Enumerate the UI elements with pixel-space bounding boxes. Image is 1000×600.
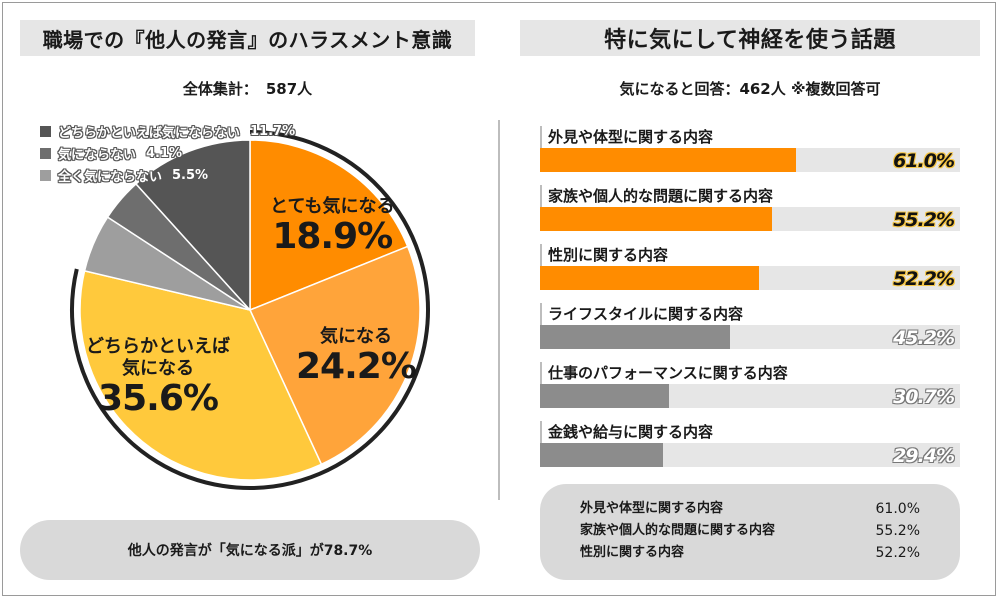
bar-track (540, 443, 960, 467)
summary-value: 61.0% (875, 501, 920, 517)
bar-label: ライフスタイルに関する内容 (540, 303, 749, 325)
pie-legend: どちらかといえば気にならない 11.7% 気にならない 4.1% 全く気にならな… (40, 120, 295, 186)
bar-track (540, 325, 960, 349)
summary-label: 外見や体型に関する内容 (580, 501, 724, 516)
legend-swatch (40, 147, 51, 159)
legend-value: 11.7% (250, 123, 296, 139)
bar-track (540, 266, 960, 290)
bar-row: 家族や個人的な問題に関する内容 55.2% (540, 185, 960, 244)
bar-label: 仕事のパフォーマンスに関する内容 (540, 362, 794, 384)
legend-label: 全く気にならない (58, 169, 163, 185)
legend-label: 気にならない (58, 147, 137, 163)
left-subtitle: 全体集計： 587人 (20, 78, 475, 99)
legend-value: 5.5% (172, 167, 209, 183)
slice-name: 気になる (122, 358, 194, 379)
bar (540, 325, 730, 349)
pie-chart (70, 130, 430, 490)
slice-name: どちらかといえば (86, 336, 230, 357)
bar-label: 家族や個人的な問題に関する内容 (540, 185, 779, 207)
right-subtitle: 気になると回答：462人 ※複数回答可 (619, 80, 881, 98)
slice-pct: 18.9% (272, 216, 393, 257)
bar-label: 金銭や給与に関する内容 (540, 421, 719, 443)
highlight-arc (70, 130, 430, 490)
left-summary-pill: 他人の発言が「気になる派」が78.7% (20, 520, 480, 580)
bar-row: ライフスタイルに関する内容 45.2% (540, 303, 960, 362)
summary-value: 52.2% (875, 545, 920, 561)
summary-label: 性別に関する内容 (580, 545, 685, 560)
legend-item: どちらかといえば気にならない 11.7% (40, 120, 295, 142)
summary-row: 性別に関する内容 52.2% (580, 542, 920, 564)
panel-divider (498, 120, 500, 500)
bar (540, 148, 797, 172)
right-summary-pill: 外見や体型に関する内容 61.0% 家族や個人的な問題に関する内容 55.2% … (540, 484, 960, 580)
bar-row: 仕事のパフォーマンスに関する内容 30.7% (540, 362, 960, 421)
bar-track (540, 148, 960, 172)
bar-value: 55.2% (893, 209, 955, 231)
bar-track (540, 207, 960, 231)
pie-slice (134, 139, 251, 312)
bar-track (540, 384, 960, 408)
bar (540, 266, 760, 290)
legend-item: 気にならない 4.1% (40, 142, 295, 164)
bar-value: 30.7% (893, 386, 955, 408)
legend-item: 全く気にならない 5.5% (40, 164, 295, 186)
left-title: 職場での『他人の発言』のハラスメント意識 (20, 20, 475, 56)
bar (540, 207, 772, 231)
bar (540, 443, 664, 467)
slice-pct: 35.6% (98, 378, 219, 419)
bar-row: 外見や体型に関する内容 61.0% (540, 126, 960, 185)
slice-pct: 24.2% (296, 346, 417, 387)
legend-label: どちらかといえば気にならない (58, 125, 241, 141)
subtitle-count: 587人 (265, 80, 313, 98)
bar-value: 29.4% (893, 445, 955, 467)
pie-slice (248, 245, 421, 466)
summary-value: 55.2% (875, 523, 920, 539)
bar-label: 外見や体型に関する内容 (540, 126, 719, 148)
pie-slice (249, 139, 409, 312)
slice-name: 気になる (319, 326, 392, 347)
bar-value: 61.0% (893, 150, 955, 172)
legend-swatch (40, 169, 51, 181)
summary-row: 家族や個人的な問題に関する内容 55.2% (580, 520, 920, 542)
bar-row: 性別に関する内容 52.2% (540, 244, 960, 303)
slice-name: とても気になる (270, 196, 395, 217)
summary-label: 家族や個人的な問題に関する内容 (580, 523, 776, 538)
bar (540, 384, 669, 408)
subtitle-label: 全体集計： (182, 80, 258, 98)
slice-label-very: とても気になる 18.9% (270, 196, 395, 256)
summary-row: 外見や体型に関する内容 61.0% (580, 498, 920, 520)
bar-label: 性別に関する内容 (540, 244, 674, 266)
slice-label-somewhat: 気になる 24.2% (296, 326, 417, 387)
right-title: 特に気にして神経を使う話題 (520, 20, 980, 56)
pie-slice (79, 269, 323, 481)
bar-chart: 外見や体型に関する内容 61.0% 家族や個人的な問題に関する内容 55.2% … (540, 126, 960, 480)
bar-value: 52.2% (893, 268, 955, 290)
bar-value: 45.2% (893, 327, 955, 349)
bar-row: 金銭や給与に関する内容 29.4% (540, 421, 960, 480)
slice-label-rather: どちらかといえば 気になる 35.6% (86, 336, 230, 418)
legend-value: 4.1% (146, 145, 183, 161)
legend-swatch (40, 125, 51, 137)
